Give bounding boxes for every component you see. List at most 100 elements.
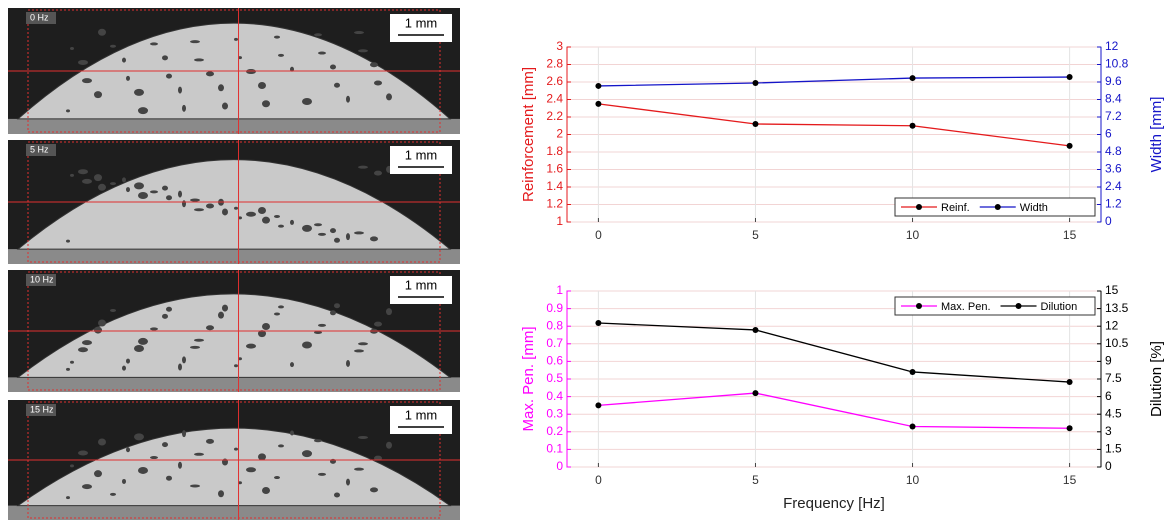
y-tick-label: 0.5 (546, 371, 563, 385)
y-tick-label: 0.3 (546, 406, 563, 420)
y2-tick-label: 13.5 (1105, 301, 1129, 315)
grain (246, 343, 256, 349)
grain (274, 476, 280, 480)
label-bg (26, 144, 56, 156)
y-tick-label: 0.7 (546, 336, 563, 350)
grain (386, 441, 392, 449)
guide-box (27, 401, 441, 519)
grain (206, 71, 214, 77)
y2-tick-label: 15 (1105, 283, 1119, 297)
grain (206, 438, 214, 444)
y2-tick-label: 4.5 (1105, 406, 1122, 420)
grain (150, 190, 158, 194)
y2-tick-label: 7.5 (1105, 371, 1122, 385)
y-tick-label: 0.8 (546, 318, 563, 332)
x-tick-label: 15 (1063, 473, 1077, 487)
grain (194, 208, 204, 212)
x-tick-label: 15 (1063, 228, 1077, 242)
data-point (909, 122, 916, 129)
grain (82, 484, 92, 490)
grain (98, 28, 106, 36)
grain (126, 447, 130, 453)
substrate (8, 249, 460, 264)
grain (110, 492, 116, 496)
grain (98, 319, 106, 327)
series-line (598, 76, 1070, 87)
grain (182, 200, 186, 208)
grain (66, 109, 70, 113)
grain (82, 178, 92, 184)
grain (302, 224, 312, 232)
y2-axis-label: Width [mm] (1148, 97, 1165, 173)
data-point (752, 121, 759, 127)
grain (166, 306, 172, 312)
grain (134, 345, 144, 353)
grain (98, 183, 106, 191)
grain (262, 323, 270, 331)
grain (194, 452, 204, 456)
x-axis-label: Frequency [Hz] (783, 495, 885, 512)
grain (290, 362, 294, 368)
grain (194, 58, 204, 62)
y2-tick-label: 12 (1105, 39, 1119, 53)
y-tick-label: 0 (556, 459, 563, 473)
grain (70, 46, 74, 50)
grain (358, 165, 368, 169)
guide-box (27, 141, 441, 263)
grain (126, 75, 130, 81)
data-point (595, 100, 602, 107)
grain (290, 219, 294, 225)
y2-tick-label: 1.2 (1105, 197, 1122, 211)
grain (166, 73, 172, 79)
grain (330, 64, 336, 70)
series-line (598, 392, 1070, 429)
grain (166, 195, 172, 201)
grain (66, 367, 70, 371)
x-tick-label: 0 (595, 473, 602, 487)
grain (82, 78, 92, 84)
grain (190, 198, 200, 202)
y2-tick-label: 10.8 (1105, 57, 1129, 71)
micrograph-label: 15 Hz (30, 404, 54, 414)
scale-text: 1 mm (405, 147, 438, 162)
y-tick-label: 3 (556, 39, 563, 53)
y-tick-label: 2.4 (546, 92, 563, 106)
grain (234, 364, 238, 368)
y2-axis-label: Dilution [%] (1148, 341, 1165, 417)
y2-tick-label: 0 (1105, 214, 1112, 228)
grain (138, 466, 148, 474)
y2-tick-label: 2.4 (1105, 179, 1122, 193)
grain (258, 453, 266, 461)
grain (162, 313, 168, 319)
grain (94, 470, 102, 478)
micrograph-label: 0 Hz (30, 12, 49, 22)
grain (70, 464, 74, 468)
grain (178, 461, 182, 469)
grain (234, 206, 238, 210)
legend-label: Reinf. (941, 202, 970, 214)
grain (206, 203, 214, 209)
data-point (752, 390, 759, 397)
grain (330, 310, 336, 316)
grain (278, 444, 284, 448)
grain (110, 308, 116, 312)
clad-bead (16, 293, 452, 378)
y2-tick-label: 9.6 (1105, 74, 1122, 88)
grain (374, 80, 382, 86)
grain (246, 467, 256, 473)
x-tick-label: 5 (752, 228, 759, 242)
grain (182, 104, 186, 112)
grain (334, 492, 340, 498)
grain (358, 49, 368, 53)
data-point (1066, 74, 1073, 81)
grain (66, 239, 70, 243)
scale-text: 1 mm (405, 15, 438, 30)
grain (330, 228, 336, 234)
scale-text: 1 mm (405, 277, 438, 292)
grain (318, 51, 326, 55)
grain (190, 345, 200, 349)
grain (234, 447, 238, 451)
grain (354, 467, 364, 471)
grain (122, 365, 126, 371)
grain (370, 62, 378, 68)
